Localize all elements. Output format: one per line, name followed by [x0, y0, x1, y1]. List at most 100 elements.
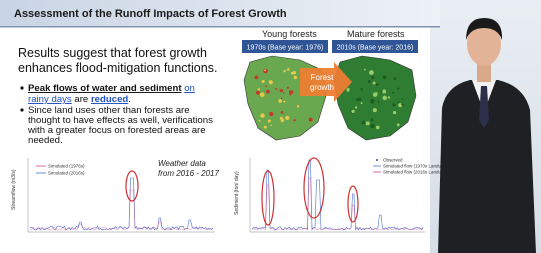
speckle — [397, 123, 400, 126]
speckle — [275, 88, 277, 90]
speckle — [392, 103, 395, 106]
speckle — [268, 119, 271, 122]
speckle — [401, 103, 404, 106]
speckle — [361, 102, 363, 104]
map-label: Mature forests — [347, 29, 405, 39]
period-label: 1970s (Base year: 1976) — [247, 45, 324, 52]
map-label: Young forests — [262, 29, 317, 39]
highlight-ellipse — [348, 186, 358, 222]
speckle — [281, 97, 283, 99]
speckle — [294, 76, 297, 79]
speckle — [369, 70, 374, 75]
speckle — [260, 92, 265, 97]
bullet-link: rainy days — [28, 94, 72, 105]
y-axis-label: Sediment (ton/ day) — [234, 171, 240, 215]
speckle — [362, 121, 366, 125]
speckle — [262, 80, 265, 83]
bullet-link: on — [184, 83, 195, 94]
speckle — [376, 83, 379, 86]
speckle — [269, 112, 273, 116]
speckle — [283, 70, 285, 72]
speckle — [370, 118, 373, 121]
bullet-word: . — [128, 94, 131, 105]
highlight-ellipse — [304, 158, 324, 218]
streamflow-chart: Streamflow (m3/s) Simulated (1976s) Simu… — [11, 158, 219, 232]
speckle — [382, 96, 387, 101]
speckle — [392, 92, 394, 94]
arrow-text: growth — [310, 83, 334, 92]
highlight-ellipse — [126, 171, 138, 201]
sediment-line — [252, 178, 423, 230]
speckle — [370, 124, 374, 128]
map-mature — [334, 56, 416, 140]
speckle — [297, 105, 299, 107]
speckle — [381, 90, 383, 92]
legend-label: Observed — [383, 158, 403, 163]
annotation: from 2016 - 2017 — [158, 169, 219, 178]
speckle — [287, 68, 290, 71]
slide-frame: Assessment of the Runoff Impacts of Fore… — [0, 0, 541, 253]
speckle — [281, 119, 284, 122]
bullet-text: rainy days are reduced. — [28, 94, 131, 105]
speckle — [260, 113, 264, 117]
speckle — [347, 88, 350, 91]
speckle — [283, 92, 285, 94]
speckle — [287, 87, 289, 89]
bullet-text: Peak flows of water and sediment on — [28, 83, 195, 94]
bullet-text: needed. — [28, 135, 63, 146]
speckle — [373, 82, 376, 85]
sediment-chart: Sediment (ton/ day) Observed Simulated f… — [234, 158, 448, 233]
summary-line: Results suggest that forest growth — [18, 46, 207, 60]
speckle — [258, 88, 260, 90]
legend-label: Simulated flow (1970s Landuse) — [383, 164, 448, 169]
speckle — [373, 108, 377, 112]
speckle — [255, 75, 259, 79]
speckle — [289, 94, 291, 96]
speckle — [366, 121, 370, 125]
legend-swatch — [376, 159, 378, 161]
flow-line — [30, 178, 213, 230]
speckle — [393, 77, 396, 80]
legend-label: Simulated (1976s) — [48, 164, 85, 169]
speckle — [285, 116, 289, 120]
speckle — [289, 90, 293, 94]
slide: Assessment of the Runoff Impacts of Fore… — [0, 0, 541, 253]
legend-label: Simulated flow (2016s Landuse) — [383, 170, 448, 175]
speckle — [360, 88, 363, 91]
speckle — [373, 92, 377, 96]
bullet-emphasis: Peak flows of water and sediment — [28, 83, 182, 94]
speckle — [393, 111, 396, 114]
speckle — [370, 99, 374, 103]
speckle — [402, 98, 404, 100]
speckle — [309, 118, 313, 122]
speckle — [265, 85, 267, 87]
speckle — [355, 106, 357, 108]
speckle — [364, 69, 366, 71]
summary-line: enhances flood-mitigation functions. — [18, 61, 217, 75]
legend-label: Simulated (2016s) — [48, 171, 85, 176]
speckle — [376, 126, 380, 130]
speckle — [256, 91, 260, 95]
y-axis-label: Streamflow (m3/s) — [11, 169, 17, 210]
header-rule — [0, 26, 440, 28]
speckle — [264, 126, 267, 129]
bullet-dot — [20, 108, 23, 111]
header-title: Assessment of the Runoff Impacts of Fore… — [14, 8, 287, 20]
period-label: 2010s (Base year: 2016) — [337, 45, 414, 52]
speckle — [351, 110, 354, 113]
speckle — [358, 98, 361, 101]
speckle — [388, 96, 390, 98]
speckle — [264, 69, 266, 71]
arrow-text: Forest — [311, 73, 334, 82]
speckle — [266, 90, 270, 94]
speckle — [377, 101, 379, 103]
speckle — [281, 111, 284, 114]
speckle — [283, 101, 285, 103]
speckle — [259, 120, 261, 122]
speckle — [371, 76, 374, 79]
speckle — [270, 125, 272, 127]
bullet-word: are — [74, 94, 88, 105]
speckle — [368, 80, 371, 83]
speckle — [291, 72, 294, 75]
speckle — [398, 101, 400, 103]
